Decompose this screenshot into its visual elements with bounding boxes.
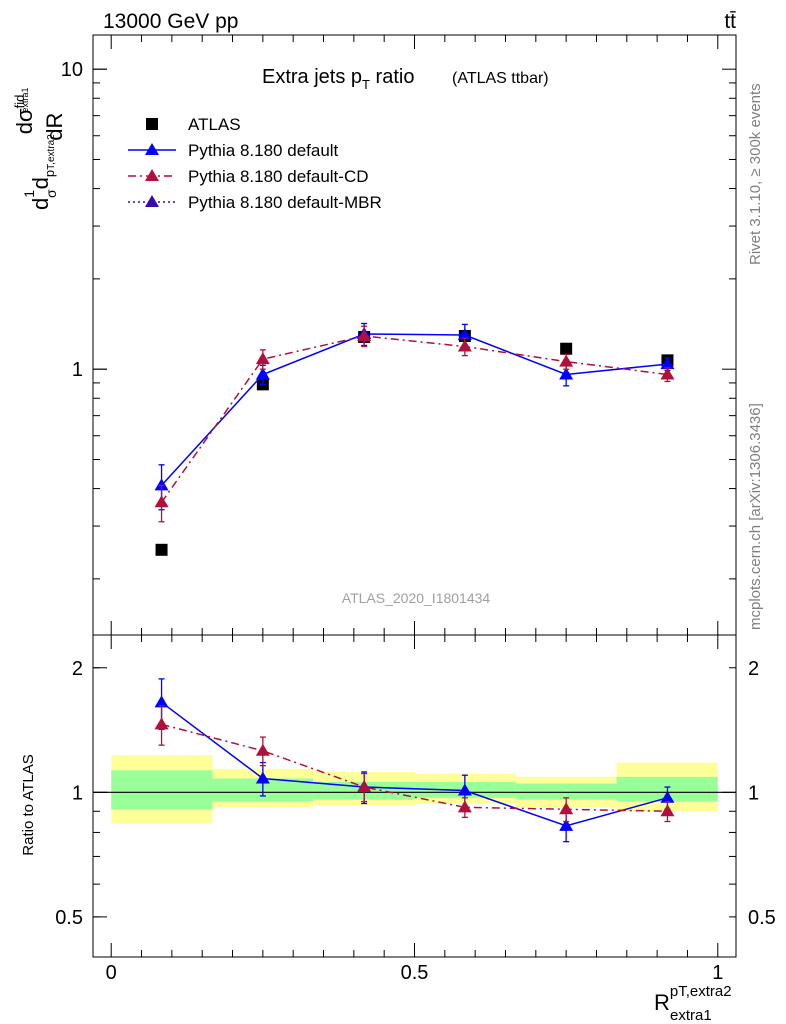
data-point-marker	[154, 495, 169, 508]
data-point-marker	[660, 357, 675, 370]
ratio-series-layer	[154, 678, 675, 843]
x-tick-label: 0.5	[401, 962, 429, 984]
legend-label: Pythia 8.180 default-CD	[188, 167, 369, 186]
y-tick-label-right: 1	[748, 782, 759, 804]
data-point-marker	[154, 695, 169, 708]
header-energy-label: 13000 GeV pp	[103, 10, 238, 33]
x-axis-label-main: R	[654, 990, 670, 1015]
rivet-version-label: Rivet 3.1.10, ≥ 300k events	[747, 83, 764, 265]
legend-label: ATLAS	[188, 115, 241, 134]
y-tick-label: 1	[72, 359, 83, 381]
data-point-marker	[457, 339, 472, 352]
x-axis-label-sup: pT,extra2	[670, 983, 732, 1000]
series-pythia-8-180-default-cd	[154, 704, 675, 823]
series-line	[160, 333, 668, 486]
data-point-marker	[559, 802, 574, 815]
data-point-marker	[255, 743, 270, 756]
data-point-marker	[255, 771, 270, 784]
data-point-marker	[457, 328, 472, 340]
y-tick-label-right: 2	[748, 658, 759, 680]
data-point-marker	[559, 818, 574, 831]
title-main: Extra jets p	[262, 66, 362, 88]
data-point-marker	[154, 717, 169, 730]
svg-text:RpT,extra2: RpT,extra2	[654, 983, 732, 1015]
legend-item: Pythia 8.180 default-MBR	[128, 193, 382, 212]
data-point-marker	[155, 543, 168, 556]
data-point-marker	[145, 169, 159, 181]
chart-title: Extra jets pT ratio (ATLAS ttbar)	[262, 66, 549, 92]
x-tick-label: 0	[106, 962, 117, 984]
data-point-marker	[457, 800, 472, 813]
title-tail: ratio	[370, 66, 414, 88]
series-pythia-8-180-default-cd	[154, 325, 675, 523]
data-point-marker	[660, 367, 675, 380]
legend-item: ATLAS	[146, 115, 241, 134]
ratio-band-inner	[111, 770, 213, 810]
ratio-band-inner	[515, 783, 617, 800]
data-point-marker	[154, 478, 169, 491]
data-point-marker	[457, 783, 472, 796]
y-tick-label: 0.5	[55, 907, 83, 929]
data-point-marker	[357, 329, 372, 342]
series-line	[161, 701, 668, 827]
main-series-layer	[154, 322, 675, 556]
legend-label: Pythia 8.180 default	[188, 141, 339, 160]
data-point-marker	[559, 367, 574, 380]
series-line	[161, 723, 668, 813]
x-axis-label: RpT,extra2 extra1	[654, 983, 732, 1024]
legend-item: Pythia 8.180 default-CD	[128, 167, 369, 186]
data-point-marker	[146, 118, 158, 130]
title-subscript: T	[362, 77, 370, 92]
data-point-marker	[660, 790, 675, 803]
x-tick-label: 1	[712, 962, 723, 984]
y-tick-label: 1	[72, 782, 83, 804]
data-point-marker	[145, 143, 159, 155]
x-axis-label-sub: extra1	[670, 1007, 712, 1024]
series-pythia-8-180-default	[154, 678, 675, 843]
series-atlas	[155, 330, 674, 556]
legend-label: Pythia 8.180 default-MBR	[188, 193, 382, 212]
y-tick-label: 2	[72, 658, 83, 680]
title-note: (ATLAS ttbar)	[452, 70, 549, 87]
data-point-marker	[145, 195, 159, 207]
legend: ATLAS Pythia 8.180 default Pythia 8.180 de…	[128, 115, 382, 212]
data-point-marker	[660, 804, 675, 817]
y-tick-label: 10	[61, 59, 83, 81]
data-point-marker	[559, 354, 574, 367]
analysis-watermark: ATLAS_2020_I1801434	[342, 590, 491, 606]
y-tick-label-right: 0.5	[748, 907, 776, 929]
ratio-y-axis-label: Ratio to ATLAS	[20, 754, 37, 855]
data-point-marker	[255, 367, 270, 380]
data-point-marker	[357, 780, 372, 793]
data-point-marker	[560, 342, 573, 355]
data-point-marker	[255, 352, 270, 365]
svg-text:Extra jets pT ratio: Extra jets pT ratio	[262, 66, 414, 92]
series-line	[160, 335, 668, 503]
mcplots-reference-label: mcplots.cern.ch [arXiv:1306.3436]	[747, 403, 764, 630]
main-y-axis-label: d1 σdpT,extra2dσfiddRextra1	[12, 88, 67, 210]
header-process-label: tt̄	[724, 10, 736, 33]
legend-item: Pythia 8.180 default	[128, 141, 339, 160]
series-pythia-8-180-default	[154, 322, 675, 511]
